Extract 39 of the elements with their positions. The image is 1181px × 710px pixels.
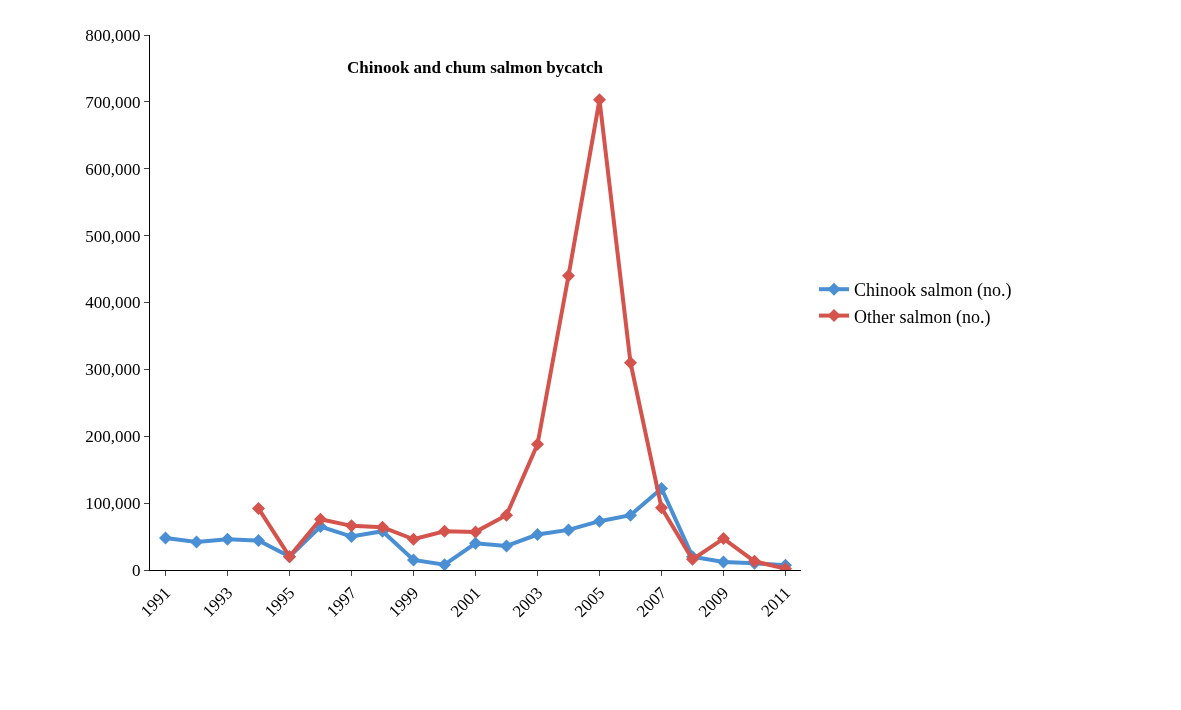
- point: [190, 535, 203, 549]
- point: [717, 555, 730, 569]
- point: [500, 508, 513, 522]
- point: [500, 539, 513, 553]
- point: [531, 437, 544, 451]
- point: [562, 523, 575, 537]
- point: [438, 558, 451, 570]
- y-tick-label: 100,000: [85, 494, 141, 514]
- point: [655, 501, 668, 515]
- legend-label: Other salmon (no.): [854, 306, 991, 328]
- point: [624, 508, 637, 522]
- point: [531, 528, 544, 542]
- point: [252, 534, 265, 548]
- y-tick-label: 700,000: [85, 92, 141, 112]
- point: [221, 532, 234, 546]
- point: [717, 532, 730, 546]
- point: [376, 520, 389, 534]
- point: [252, 501, 265, 515]
- point: [562, 269, 575, 283]
- point: [469, 536, 482, 550]
- point: [159, 531, 172, 545]
- point: [438, 524, 451, 538]
- point: [469, 525, 482, 539]
- point: [407, 532, 420, 546]
- text: Chinook and chum salmon bycatch: [347, 58, 604, 77]
- point: [345, 530, 358, 544]
- point: [624, 356, 637, 370]
- legend-label: Chinook salmon (no.): [854, 280, 1012, 302]
- y-tick-label: 500,000: [85, 226, 141, 246]
- y-tick-label: 400,000: [85, 293, 141, 313]
- y-tick-label: 800,000: [85, 25, 141, 45]
- y-tick-label: 0: [132, 560, 141, 580]
- y-tick-label: 300,000: [85, 360, 141, 380]
- y-tick-label: 200,000: [85, 427, 141, 447]
- y-tick-label: 600,000: [85, 159, 141, 179]
- point: [314, 512, 327, 526]
- point: [593, 514, 606, 528]
- point: [345, 519, 358, 533]
- point: [407, 553, 420, 567]
